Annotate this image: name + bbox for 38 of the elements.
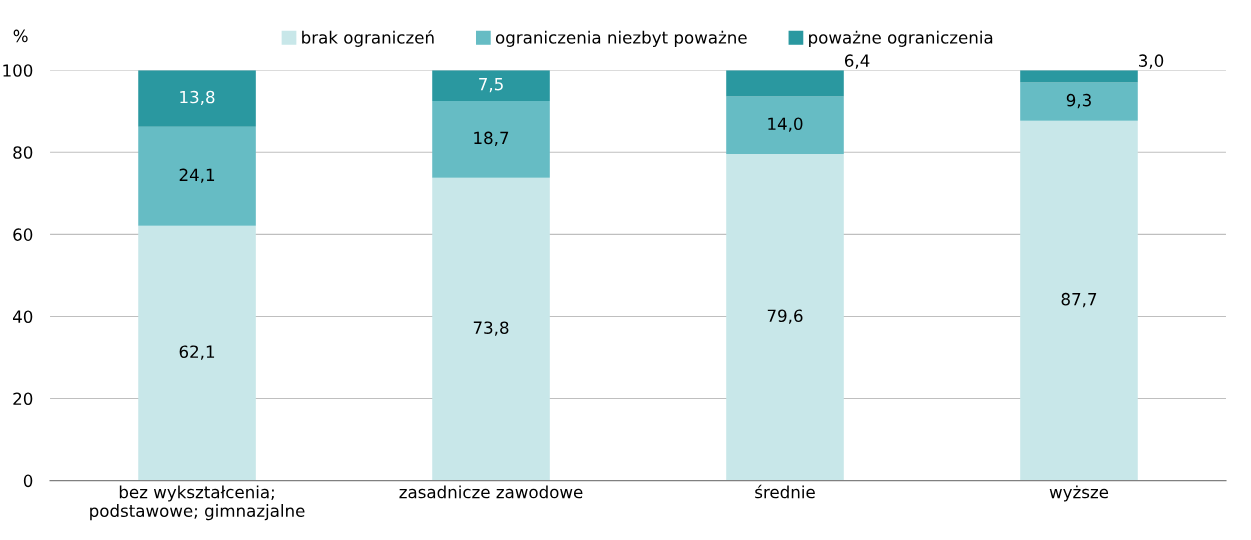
bar [1020, 120, 1138, 481]
data-label: 79,6 [767, 309, 803, 324]
data-label: 14,0 [768, 117, 803, 132]
bar [726, 153, 844, 481]
bar [432, 100, 550, 178]
bar [1020, 70, 1138, 83]
x-tick-label: zasadnicze zawodowe [399, 485, 583, 499]
y-tick-label: 40 [12, 310, 33, 324]
bar [1020, 82, 1138, 121]
bar [138, 126, 256, 226]
bar [138, 225, 256, 481]
x-tick-label: wyższe [1049, 485, 1109, 502]
y-axis-title: % [13, 29, 28, 43]
bar [138, 70, 256, 127]
x-tick-label: bez wykształcenia; podstawowe; gimnazjalne [90, 485, 305, 521]
legend-label: ograniczenia niezbyt poważne [495, 30, 747, 47]
legend-label: brak ograniczeń [302, 30, 434, 47]
legend-label: poważne ograniczenia [809, 30, 993, 47]
data-label: 9,3 [1066, 93, 1091, 109]
data-label: 6,4 [844, 54, 870, 69]
data-label: 73,8 [473, 321, 509, 336]
data-label: 24,1 [179, 168, 215, 183]
x-tick-label: średnie [755, 484, 815, 499]
bar [726, 96, 844, 154]
bar [432, 177, 550, 481]
y-tick-label: 60 [13, 228, 33, 241]
y-tick-label: 0 [23, 474, 33, 488]
y-tick-label: 100 [3, 64, 33, 77]
data-label: 62,1 [179, 345, 215, 360]
data-label: 18,7 [474, 131, 509, 146]
bar [432, 70, 550, 101]
data-label: 7,5 [479, 78, 503, 93]
data-label: 87,7 [1061, 292, 1097, 308]
data-label: 3,0 [1139, 54, 1164, 69]
y-tick-label: 20 [13, 392, 33, 406]
bar [726, 70, 844, 97]
data-label: 13,8 [180, 90, 215, 106]
y-tick-label: 80 [13, 146, 33, 159]
